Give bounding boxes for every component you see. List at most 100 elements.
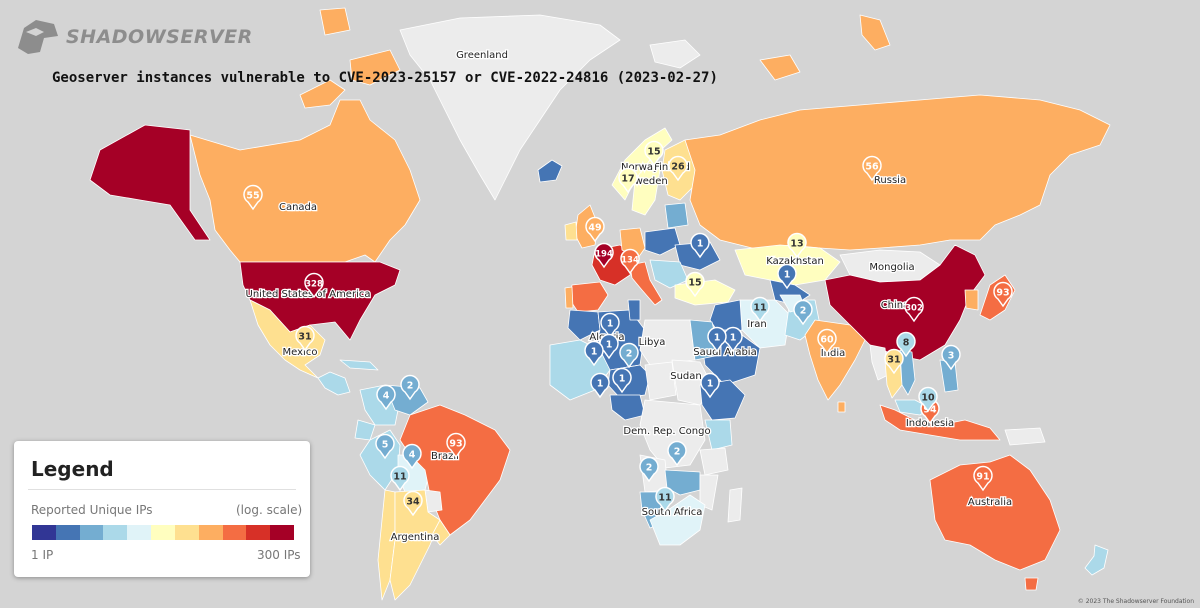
marker-pin	[668, 155, 688, 182]
marker-china[interactable]: 302	[904, 296, 924, 323]
marker-pin	[685, 271, 705, 298]
marker-india[interactable]: 60	[817, 328, 837, 355]
marker-pin	[700, 372, 720, 399]
marker-canada[interactable]: 55	[243, 184, 263, 211]
marker-count: 56	[865, 162, 879, 173]
country-label-greenland: Greenland	[456, 50, 508, 61]
country-argentina	[389, 489, 441, 601]
marker-italy[interactable]: 134	[620, 248, 640, 275]
country-svalbard	[649, 39, 701, 69]
country-label-usa: United States of America	[246, 289, 371, 300]
marker-venezuela[interactable]: 2	[400, 374, 420, 401]
legend-swatch	[127, 525, 152, 540]
marker-count: 1	[597, 379, 604, 390]
marker-pin	[390, 465, 410, 492]
marker-count: 4	[383, 391, 390, 402]
marker-pin	[402, 443, 422, 470]
marker-morocco[interactable]: 1	[584, 340, 604, 367]
marker-zambia[interactable]: 2	[667, 440, 687, 467]
marker-colombia[interactable]: 4	[376, 384, 396, 411]
marker-pin	[655, 486, 675, 513]
marker-kazakhstan[interactable]: 13	[787, 232, 807, 259]
marker-southafrica[interactable]: 11	[655, 486, 675, 513]
country-canada	[189, 99, 421, 263]
legend-low-label: 1 IP	[31, 548, 54, 562]
marker-count: 93	[996, 288, 1009, 299]
marker-russia[interactable]: 56	[862, 155, 882, 182]
marker-count: 1	[784, 270, 791, 281]
marker-bolivia[interactable]: 11	[390, 465, 410, 492]
country-cuba	[339, 359, 379, 371]
marker-usa[interactable]: 328	[304, 272, 324, 299]
marker-france[interactable]: 194	[594, 242, 614, 269]
marker-pin	[295, 325, 315, 352]
marker-tunisia[interactable]: 1	[600, 312, 620, 339]
marker-vietnam[interactable]: 8	[896, 331, 916, 358]
marker-pin	[590, 372, 610, 399]
country-png	[1004, 427, 1046, 446]
count-markers[interactable]: 3283021941349393949160565549343131261517…	[243, 140, 1013, 517]
country-madagascar	[727, 487, 743, 523]
marker-pin	[667, 440, 687, 467]
marker-sweden[interactable]: 17	[618, 167, 638, 194]
marker-count: 1	[730, 333, 737, 344]
marker-thailand[interactable]: 31	[884, 348, 904, 375]
country-label-kazakhstan: Kazakhstan	[766, 256, 824, 267]
marker-count: 302	[905, 304, 923, 314]
marker-count: 49	[588, 223, 601, 234]
marker-japan[interactable]: 93	[993, 281, 1013, 308]
marker-count: 134	[621, 256, 639, 266]
marker-chad[interactable]: 1	[590, 372, 610, 399]
marker-namibia[interactable]: 2	[639, 456, 659, 483]
marker-pin	[918, 386, 938, 413]
marker-count: 2	[646, 463, 653, 474]
country-mozambique	[699, 474, 719, 511]
marker-count: 34	[406, 497, 420, 508]
marker-uzbekistan[interactable]: 1	[777, 263, 797, 290]
marker-pin	[750, 296, 770, 323]
marker-count: 13	[790, 239, 803, 250]
marker-pin	[376, 384, 396, 411]
marker-pin	[403, 490, 423, 517]
marker-malaysia[interactable]: 10	[918, 386, 938, 413]
marker-mexico[interactable]: 31	[295, 325, 315, 352]
country-tunisia	[627, 299, 641, 321]
marker-finland[interactable]: 26	[668, 155, 688, 182]
legend-swatch	[270, 525, 294, 540]
legend-swatch	[103, 525, 128, 540]
shadowserver-logo-icon	[18, 20, 58, 54]
marker-philippines[interactable]: 3	[941, 344, 961, 371]
marker-brazil[interactable]: 93	[446, 432, 466, 459]
marker-egypt[interactable]: 2	[619, 342, 639, 369]
marker-pakistan[interactable]: 2	[793, 299, 813, 326]
country-uruguay	[431, 519, 451, 546]
country-label-china: China	[881, 300, 910, 311]
marker-peru[interactable]: 4	[402, 443, 422, 470]
marker-count: 91	[976, 472, 989, 483]
country-russia-islands	[759, 14, 891, 81]
marker-turkey[interactable]: 15	[685, 271, 705, 298]
marker-poland[interactable]: 1	[690, 232, 710, 259]
marker-argentina[interactable]: 34	[403, 490, 423, 517]
marker-count: 11	[658, 493, 671, 504]
marker-pin	[375, 433, 395, 460]
copyright: © 2023 The Shadowserver Foundation	[1077, 598, 1194, 605]
marker-norway[interactable]: 15	[644, 140, 664, 167]
marker-uk[interactable]: 49	[585, 216, 605, 243]
marker-ethiopia[interactable]: 1	[700, 372, 720, 399]
country-nigeria	[609, 394, 646, 421]
country-southafrica	[649, 494, 706, 546]
marker-count: 1	[607, 319, 614, 330]
marker-ecuador[interactable]: 5	[375, 433, 395, 460]
marker-count: 31	[887, 355, 900, 366]
country-russia	[684, 94, 1111, 251]
marker-count: 1	[707, 379, 714, 390]
marker-count: 2	[674, 447, 681, 458]
country-centralafrica	[639, 399, 706, 469]
marker-saudi[interactable]: 1	[707, 326, 727, 353]
legend-panel[interactable]: Legend Reported Unique IPs (log. scale) …	[14, 441, 310, 577]
marker-niger[interactable]: 1	[612, 367, 632, 394]
country-chad	[644, 361, 677, 401]
marker-australia[interactable]: 91	[973, 465, 993, 492]
marker-iran[interactable]: 11	[750, 296, 770, 323]
